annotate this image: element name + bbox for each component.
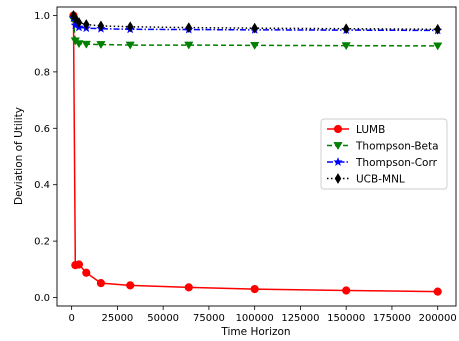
x-axis: 0 25000 50000 75000 100000 125000 150000 175000… [68,306,457,324]
data-point [184,41,194,50]
legend-marker [333,124,343,134]
x-axis-label: Time Horizon [220,326,290,338]
data-point [74,260,84,269]
y-tick-label: 1.0 [34,11,50,22]
y-axis-label: Deviation of Utility [13,107,25,205]
data-point [75,17,83,29]
legend-label: UCB-MNL [356,173,405,185]
x-tick-label: 75000 [193,313,225,324]
data-point [184,283,193,292]
data-point [74,40,84,49]
data-point [126,281,135,290]
x-tick-label: 50000 [147,313,179,324]
data-point [434,23,441,35]
legend-label: Thompson-Corr [355,157,438,169]
data-point [96,41,106,49]
legend-label: Thompson-Beta [355,140,439,152]
y-tick-label: 0.2 [34,237,50,248]
x-tick-label: 25000 [101,313,133,324]
legend-marker [333,142,343,150]
y-tick-label: 0.8 [34,67,50,78]
x-tick-label: 0 [68,313,74,324]
data-point [250,41,260,50]
data-point [125,41,135,50]
x-tick-label: 200000 [419,313,457,324]
data-point [97,20,105,32]
x-tick-label: 175000 [373,313,411,324]
legend: LUMB Thompson-Beta Thompson-Corr UCB-MNL [320,118,448,190]
series-ucb-mnl [70,9,441,35]
legend-marker [334,173,342,184]
x-tick-label: 100000 [236,313,274,324]
y-axis: 0.0 0.2 0.4 0.6 0.8 1.0 [34,11,57,304]
data-point [81,40,91,49]
x-tick-label: 150000 [327,313,365,324]
data-point [185,22,193,34]
y-tick-label: 0.4 [34,180,50,191]
legend-item: UCB-MNL [327,173,405,185]
data-point [342,23,350,35]
y-tick-label: 0.6 [34,124,50,135]
legend-label: LUMB [356,124,385,136]
data-point [82,19,90,30]
data-point [341,42,351,51]
data-point [96,279,106,288]
data-point [342,286,351,295]
y-tick-label: 0.0 [34,293,50,304]
legend-box [320,118,448,190]
legend-marker [333,157,343,167]
legend-item: LUMB [327,124,385,136]
data-point [250,284,259,294]
data-point [433,287,442,296]
legend-item: Thompson-Corr [327,157,438,169]
legend-item: Thompson-Beta [327,140,439,152]
data-point [126,21,134,33]
data-point [251,22,258,34]
series-layer [68,9,443,296]
x-tick-label: 125000 [281,313,319,324]
data-point [433,42,443,51]
data-point [82,268,91,277]
